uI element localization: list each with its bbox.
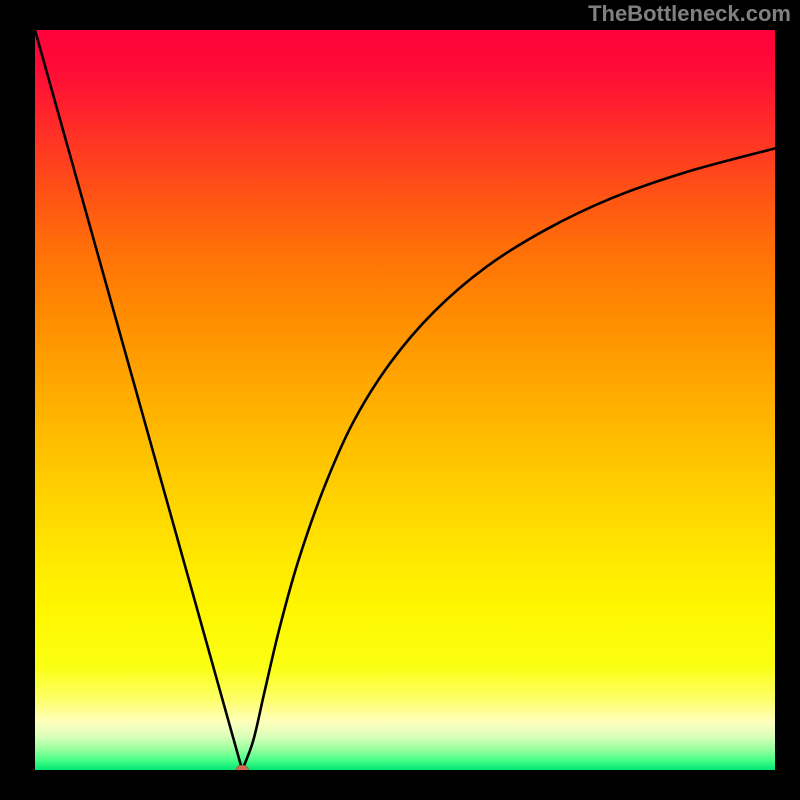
- plot-svg: [35, 30, 775, 770]
- optimum-marker: [236, 765, 249, 770]
- bottleneck-curve: [35, 30, 775, 770]
- watermark-text: TheBottleneck.com: [588, 1, 791, 27]
- canvas-root: TheBottleneck.com: [0, 0, 800, 800]
- plot-area: [35, 30, 775, 770]
